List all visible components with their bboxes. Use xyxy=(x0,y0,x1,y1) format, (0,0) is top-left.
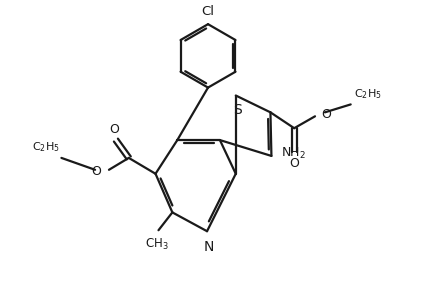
Text: CH$_3$: CH$_3$ xyxy=(145,237,168,252)
Text: N: N xyxy=(204,240,214,254)
Text: O: O xyxy=(321,108,331,121)
Text: NH$_2$: NH$_2$ xyxy=(281,146,306,162)
Text: C$_2$H$_5$: C$_2$H$_5$ xyxy=(354,88,381,102)
Text: Cl: Cl xyxy=(202,5,214,18)
Text: O: O xyxy=(91,165,101,178)
Text: O: O xyxy=(109,123,119,136)
Text: C$_2$H$_5$: C$_2$H$_5$ xyxy=(32,140,60,154)
Text: S: S xyxy=(233,103,242,117)
Text: O: O xyxy=(289,157,299,170)
